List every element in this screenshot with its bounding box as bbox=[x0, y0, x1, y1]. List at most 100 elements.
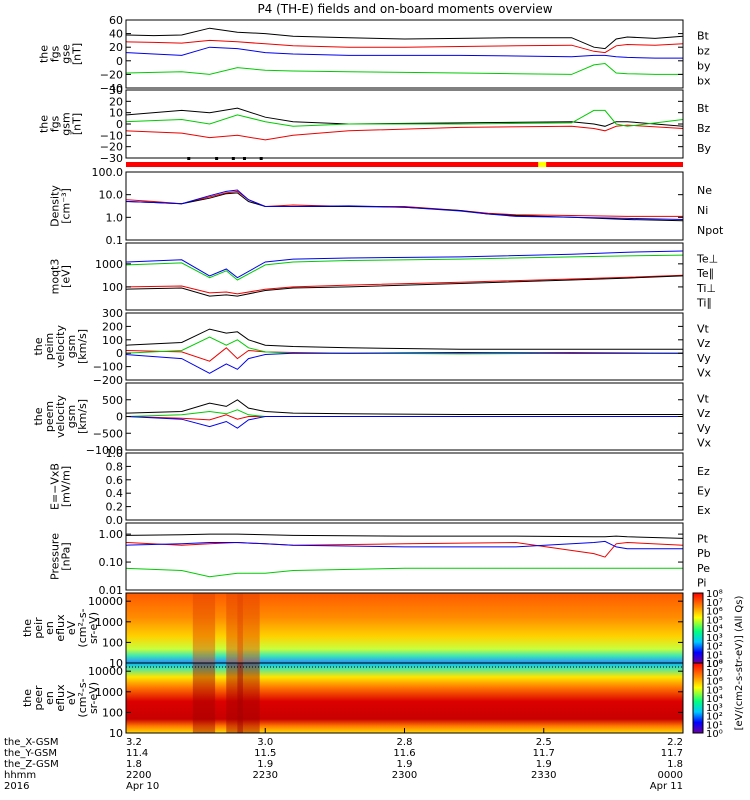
panel-3: 100.0 10.0 1.0 0.1 Density[cm⁻³] Ne Ni Npot bbox=[49, 166, 724, 247]
y-axis-label: Density[cm⁻³] bbox=[49, 185, 73, 227]
y-axis-label: thefgsgsm[nT] bbox=[38, 112, 84, 135]
x-tick-label: 2.8 bbox=[397, 737, 413, 748]
y-tick-label: 30 bbox=[109, 84, 123, 97]
y-tick-label: 100 bbox=[102, 706, 123, 719]
legend-Vz: Vz bbox=[697, 337, 711, 350]
series-Vz-line bbox=[125, 414, 683, 421]
y-tick-label: 10 bbox=[109, 107, 123, 120]
legend-Vx: Vx bbox=[697, 367, 712, 380]
panel-frame bbox=[125, 171, 684, 241]
y-axis-label-line: eflux bbox=[54, 614, 67, 642]
spectrogram-9 bbox=[126, 593, 683, 663]
y-axis-label-line: the bbox=[32, 407, 45, 425]
series-By-line bbox=[125, 109, 684, 127]
y-tick-label: 200 bbox=[102, 320, 123, 333]
y-axis-label-line: [cm⁻³] bbox=[60, 188, 73, 224]
y-axis-label-line: the bbox=[38, 45, 51, 63]
y-tick-label: 0 bbox=[116, 55, 123, 68]
y-tick-label: 0.6 bbox=[106, 474, 124, 487]
mode-bar-yellow bbox=[538, 162, 547, 167]
series-by-line bbox=[125, 62, 683, 75]
legend-Ti∥: Ti∥ bbox=[696, 297, 712, 310]
y-axis-label-line: en bbox=[43, 621, 56, 635]
colorbar-tick-label: 10⁸ bbox=[706, 659, 723, 670]
y-tick-label: −100 bbox=[93, 361, 123, 374]
y-axis-label-line: fgs bbox=[49, 45, 62, 62]
series-Vy-line bbox=[125, 409, 683, 417]
x-tick-label: 2300 bbox=[392, 770, 417, 781]
x-tick-label: 3.0 bbox=[257, 737, 273, 748]
x-tick-label: 1.9 bbox=[397, 759, 413, 770]
legend-Vy: Vy bbox=[697, 352, 711, 365]
y-axis-label-line: gsm bbox=[60, 112, 73, 135]
y-tick-label: 40 bbox=[109, 28, 123, 41]
y-tick-label: 0.8 bbox=[106, 460, 124, 473]
series-Pe-line bbox=[125, 567, 683, 578]
series-Pt-line bbox=[125, 533, 684, 539]
x-row-label: 2016 bbox=[4, 781, 29, 792]
legend-Pe: Pe bbox=[697, 562, 710, 575]
y-axis-label-line: gsm bbox=[65, 335, 78, 358]
spectrogram-feature bbox=[192, 593, 216, 663]
panel-7: 1.00.80.60.40.20.0 E=−VxB[mV/m] Ez Ey Ex bbox=[49, 447, 711, 527]
x-tick-label: 11.4 bbox=[126, 748, 148, 759]
colorbar-tick-label: 10⁷ bbox=[706, 598, 723, 609]
series-Te∥-line bbox=[125, 275, 684, 297]
legend-Pt: Pt bbox=[697, 532, 709, 545]
mode-bar-mark bbox=[187, 157, 191, 160]
colorbar-tick-label: 10⁰ bbox=[706, 729, 723, 740]
colorbar-tick-label: 10⁷ bbox=[706, 668, 723, 679]
y-axis-label: thepeirenefluxeV(cm²-s-sr-eV) bbox=[21, 608, 100, 647]
legend-Ne: Ne bbox=[697, 184, 712, 197]
x-tick-label: 11.5 bbox=[254, 748, 276, 759]
colorbar-cbA bbox=[692, 592, 704, 664]
colorbar-cbB bbox=[692, 662, 704, 734]
y-axis-label-line: (cm²-s- bbox=[76, 608, 89, 647]
y-axis-label-line: [nT] bbox=[71, 43, 84, 65]
y-axis-label-line: (cm²-s- bbox=[76, 678, 89, 717]
legend-Vt: Vt bbox=[697, 392, 710, 405]
y-tick-label: −30 bbox=[100, 152, 123, 165]
panel-6: 500 0 −500 −1000 thepeemvelocitygsm[km/s] Vt V… bbox=[32, 382, 712, 457]
colorbar-tick-label: 10⁴ bbox=[706, 694, 723, 705]
series-Pb-line bbox=[125, 541, 684, 558]
mode-bar bbox=[126, 157, 683, 167]
y-axis-label-line: the bbox=[38, 115, 51, 133]
figure-title: P4 (TH-E) fields and on-board moments ov… bbox=[257, 2, 552, 16]
colorbar-tick-label: 10⁵ bbox=[706, 615, 723, 626]
y-tick-label: 1.0 bbox=[106, 211, 124, 224]
spectrogram-10 bbox=[126, 663, 683, 733]
legend-Te⊥: Te⊥ bbox=[696, 252, 718, 265]
y-tick-label: 20 bbox=[109, 41, 123, 54]
y-axis-label: thepeimvelocitygsm[km/s] bbox=[32, 325, 89, 368]
legend-Te∥: Te∥ bbox=[696, 267, 714, 280]
panel-9: 10000 1000 100 10 thepeirenefluxeV(cm²-s-sr-… bbox=[21, 592, 684, 670]
y-tick-label: 10.0 bbox=[99, 189, 124, 202]
y-axis-label-line: gsm bbox=[65, 405, 78, 428]
mode-bar-mark bbox=[231, 157, 235, 160]
legend-Vy: Vy bbox=[697, 422, 711, 435]
y-tick-label: 0 bbox=[116, 118, 123, 131]
y-axis-label: thepeemvelocitygsm[km/s] bbox=[32, 395, 89, 438]
y-tick-label: −10 bbox=[100, 129, 123, 142]
x-tick-label: 2.5 bbox=[536, 737, 552, 748]
spectrogram-feature bbox=[237, 593, 260, 663]
x-row-label: the_Y-GSM bbox=[4, 748, 57, 759]
colorbar-tick-label: 10⁶ bbox=[706, 607, 723, 618]
legend-Npot: Npot bbox=[697, 224, 724, 237]
time-axis: the_X-GSMthe_Y-GSMthe_Z-GSMhhmm20163.211… bbox=[4, 728, 684, 792]
series-bx-line bbox=[125, 46, 683, 59]
y-axis-label-line: [eV] bbox=[60, 265, 73, 288]
y-tick-label: 60 bbox=[109, 14, 123, 27]
colorbar-tick-label: 10⁵ bbox=[706, 685, 723, 696]
legend-Ti⊥: Ti⊥ bbox=[696, 282, 716, 295]
series-Ne-line bbox=[125, 190, 683, 217]
colorbar-tick-label: 10² bbox=[706, 712, 723, 723]
x-tick-label: 11.6 bbox=[393, 748, 415, 759]
spectrogram-feature bbox=[237, 663, 260, 733]
y-tick-label: 100 bbox=[102, 636, 123, 649]
y-axis-label-line: eV bbox=[65, 690, 78, 705]
